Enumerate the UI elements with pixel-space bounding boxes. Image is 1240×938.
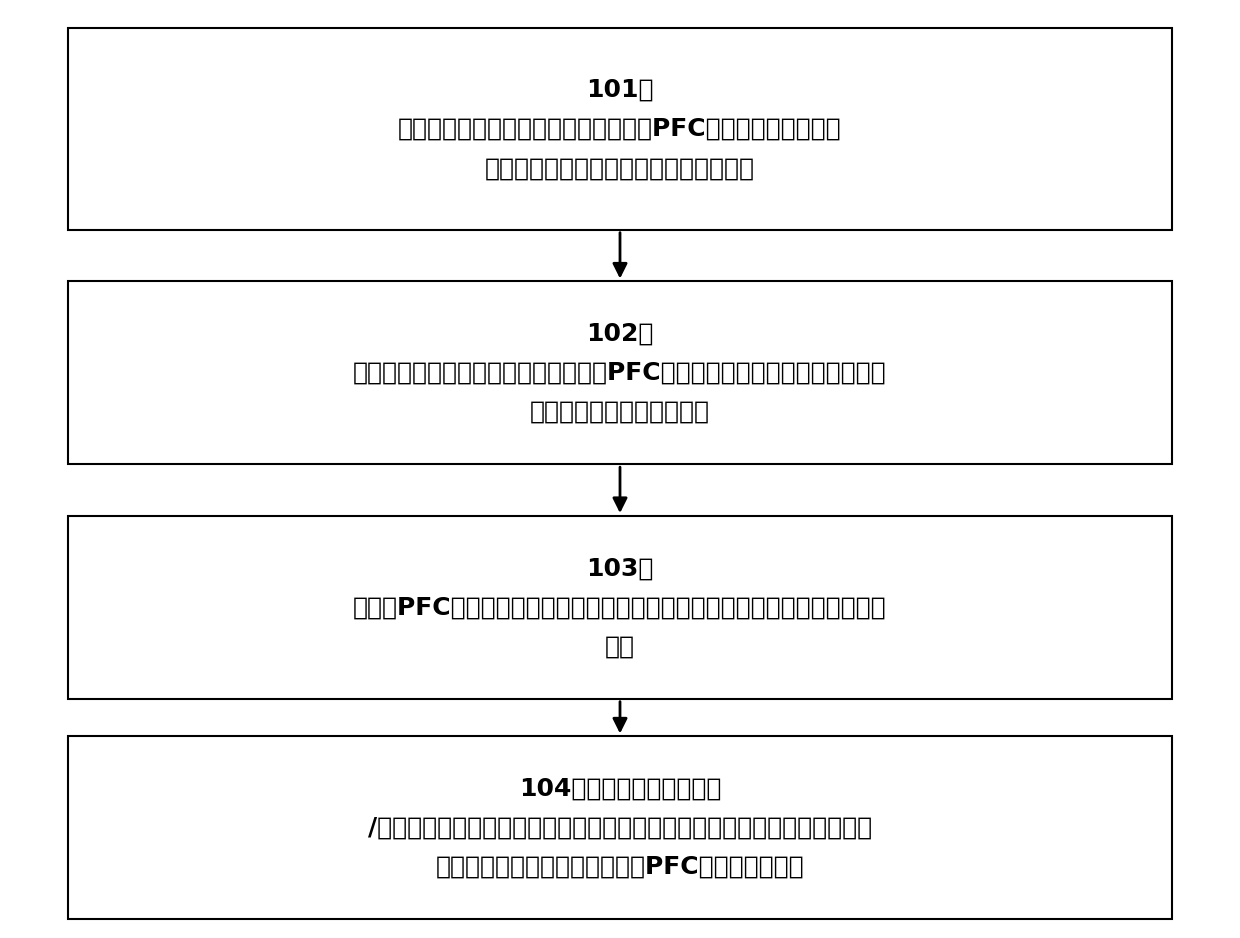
FancyBboxPatch shape xyxy=(68,28,1172,230)
Text: 101、
在交流电源工作在负半周期时，对无桥PFC电路的输入电流进行
采样，得到所述输入电流的第一采样信号: 101、 在交流电源工作在负半周期时，对无桥PFC电路的输入电流进行 采样，得到… xyxy=(398,78,842,180)
Text: 102、
在交流电源工作在正半周期时，对无桥PFC电路的输入电流进行采样，得到所
述输入电流的第二采样信号: 102、 在交流电源工作在正半周期时，对无桥PFC电路的输入电流进行采样，得到所… xyxy=(353,322,887,424)
Text: 103、
对无桥PFC电路的交流输入电压进行采样，得到所述交流输入电压的第三采样
信号: 103、 对无桥PFC电路的交流输入电压进行采样，得到所述交流输入电压的第三采样… xyxy=(353,556,887,658)
FancyBboxPatch shape xyxy=(68,736,1172,919)
Text: 104、通过对第一采样信号
/第二采样信号、第三采样信号进行处理，得到开关管控制信号，并利用所述
开关管控制信号，调整所述无桥PFC电路的电流环路: 104、通过对第一采样信号 /第二采样信号、第三采样信号进行处理，得到开关管控制… xyxy=(368,777,872,879)
FancyBboxPatch shape xyxy=(68,281,1172,464)
FancyBboxPatch shape xyxy=(68,516,1172,699)
